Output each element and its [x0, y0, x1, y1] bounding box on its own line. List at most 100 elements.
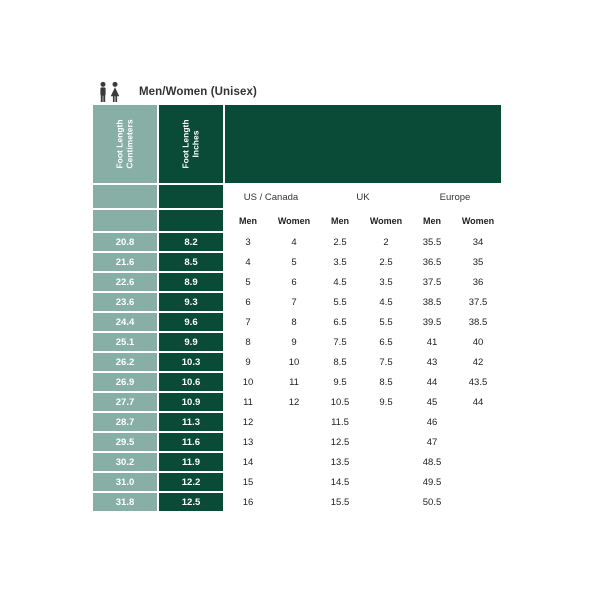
- cell-uk-women: [363, 473, 409, 493]
- spacer-cm-sub: [93, 210, 159, 233]
- region-header-us-canada: US / Canada: [243, 192, 299, 203]
- cell-foot-length-cm: 30.2: [93, 453, 159, 473]
- table-row: 27.7 10.9 11 12 10.5 9.5 45 44: [93, 393, 501, 413]
- cell-foot-length-cm: 26.9: [93, 373, 159, 393]
- cell-us-women: [271, 453, 317, 473]
- cell-uk-men: 9.5: [333, 377, 347, 388]
- cell-uk-men: 5.5: [333, 297, 347, 308]
- table-row: 23.6 9.3 6 7 5.5 4.5 38.5 37.5: [93, 293, 501, 313]
- table-row: 31.8 12.5 16 15.5 50.5: [93, 493, 501, 513]
- cell-uk-women: 5.5: [379, 317, 393, 328]
- cell-foot-length-inches: 11.9: [159, 453, 225, 473]
- chart-header: Men/Women (Unisex): [93, 81, 503, 102]
- cell-us-women: 11: [289, 377, 299, 388]
- cell-us-women: 12: [288, 397, 300, 408]
- cell-uk-women: [363, 433, 409, 453]
- table-vertical-header-row: Foot Length Centimeters Foot Length Inch…: [93, 103, 501, 185]
- region-header-europe: Europe: [439, 192, 471, 203]
- vheader-cm-line1: Foot Length: [114, 119, 125, 169]
- cell-us-men: 15: [242, 477, 254, 488]
- cell-eu-women: [455, 473, 501, 493]
- cell-us-women: 9: [291, 337, 297, 348]
- cell-us-men: 13: [242, 437, 254, 448]
- cell-eu-women: 34: [472, 237, 484, 248]
- cell-us-men: 14: [242, 457, 254, 468]
- cell-eu-women: 35: [472, 257, 484, 268]
- cell-us-women: [271, 433, 317, 453]
- cell-eu-women: 37.5: [468, 297, 488, 308]
- cell-foot-length-cm: 23.6: [93, 293, 159, 313]
- cell-eu-women: 40: [472, 337, 484, 348]
- cell-eu-men: 50.5: [422, 497, 442, 508]
- cell-foot-length-cm: 26.2: [93, 353, 159, 373]
- header-foot-length-cm: Foot Length Centimeters: [93, 103, 159, 185]
- cell-eu-men: 48.5: [422, 457, 442, 468]
- cell-uk-men: 6.5: [333, 317, 347, 328]
- cell-us-women: 7: [291, 297, 297, 308]
- cell-us-men: 16: [242, 497, 254, 508]
- cell-foot-length-inches: 9.9: [159, 333, 225, 353]
- region-header-uk: UK: [356, 192, 370, 203]
- cell-uk-women: [363, 493, 409, 513]
- cell-uk-men: 10.5: [330, 397, 350, 408]
- cell-uk-women: 9.5: [379, 397, 393, 408]
- cell-us-women: 8: [291, 317, 297, 328]
- cell-foot-length-cm: 21.6: [93, 253, 159, 273]
- sub-header-us-women: Women: [277, 216, 311, 226]
- table-row: 30.2 11.9 14 13.5 48.5: [93, 453, 501, 473]
- cell-us-men: 3: [245, 237, 251, 248]
- table-row: 26.9 10.6 10 11 9.5 8.5 44 43.5: [93, 373, 501, 393]
- cell-eu-women: [455, 493, 501, 513]
- cell-foot-length-inches: 9.6: [159, 313, 225, 333]
- cell-us-women: 5: [291, 257, 297, 268]
- cell-us-women: 10: [288, 357, 300, 368]
- cell-us-men: 8: [245, 337, 251, 348]
- cell-us-women: [271, 473, 317, 493]
- cell-eu-men: 39.5: [422, 317, 442, 328]
- cell-eu-men: 38.5: [422, 297, 442, 308]
- cell-us-women: [271, 493, 317, 513]
- cell-uk-men: 13.5: [330, 457, 350, 468]
- sub-header-eu-men: Men: [423, 216, 441, 226]
- cell-eu-men: 41: [426, 337, 438, 348]
- cell-eu-women: 44: [472, 397, 484, 408]
- cell-eu-women: [455, 433, 501, 453]
- cell-eu-women: 38.5: [468, 317, 488, 328]
- cell-eu-women: [455, 413, 501, 433]
- cell-foot-length-inches: 12.5: [159, 493, 225, 513]
- cell-eu-women: [455, 453, 501, 473]
- cell-us-women: 6: [291, 277, 297, 288]
- cell-eu-men: 47: [426, 437, 438, 448]
- cell-eu-women: 36: [472, 277, 484, 288]
- table-row: 28.7 11.3 12 11.5 46: [93, 413, 501, 433]
- table-row: 26.2 10.3 9 10 8.5 7.5 43 42: [93, 353, 501, 373]
- cell-eu-men: 36.5: [422, 257, 442, 268]
- cell-uk-women: 6.5: [379, 337, 393, 348]
- cell-foot-length-inches: 8.9: [159, 273, 225, 293]
- cell-eu-men: 44: [426, 377, 438, 388]
- table-row: 25.1 9.9 8 9 7.5 6.5 41 40: [93, 333, 501, 353]
- cell-us-men: 4: [245, 257, 251, 268]
- cell-foot-length-inches: 11.6: [159, 433, 225, 453]
- table-row: 22.6 8.9 5 6 4.5 3.5 37.5 36: [93, 273, 501, 293]
- sub-header-us-men: Men: [239, 216, 257, 226]
- cell-uk-men: 14.5: [330, 477, 350, 488]
- cell-eu-men: 37.5: [422, 277, 442, 288]
- region-header-row: US / Canada UK Europe: [93, 185, 501, 210]
- cell-uk-women: [363, 413, 409, 433]
- vheader-in-line2: Inches: [190, 130, 201, 158]
- header-foot-length-inches: Foot Length Inches: [159, 103, 225, 185]
- cell-uk-women: [363, 453, 409, 473]
- cell-foot-length-inches: 11.3: [159, 413, 225, 433]
- cell-foot-length-inches: 12.2: [159, 473, 225, 493]
- cell-us-men: 5: [245, 277, 251, 288]
- table-body: 20.8 8.2 3 4 2.5 2 35.5 34 21.6 8.5 4 5 3.5 2.5 36.5 35…: [93, 233, 501, 513]
- header-banner: [225, 103, 501, 185]
- cell-uk-women: 3.5: [379, 277, 393, 288]
- cell-foot-length-cm: 27.7: [93, 393, 159, 413]
- spacer-in-sub: [159, 210, 225, 233]
- cell-us-women: 4: [291, 237, 297, 248]
- cell-foot-length-cm: 31.8: [93, 493, 159, 513]
- spacer-cm-region: [93, 185, 159, 210]
- cell-uk-men: 8.5: [333, 357, 347, 368]
